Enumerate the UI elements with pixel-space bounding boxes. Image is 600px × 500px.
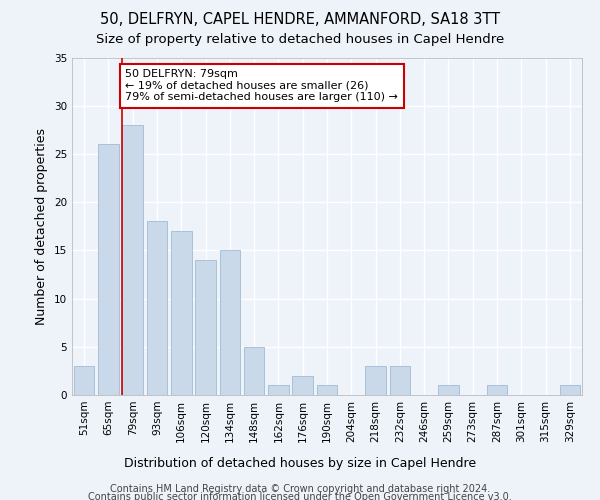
Text: Size of property relative to detached houses in Capel Hendre: Size of property relative to detached ho… [96,32,504,46]
Bar [74,366,94,395]
Bar [389,366,410,395]
Bar [560,386,580,395]
Text: Distribution of detached houses by size in Capel Hendre: Distribution of detached houses by size … [124,458,476,470]
Bar [487,386,508,395]
Text: 50 DELFRYN: 79sqm
← 19% of detached houses are smaller (26)
79% of semi-detached: 50 DELFRYN: 79sqm ← 19% of detached hous… [125,69,398,102]
Text: 50, DELFRYN, CAPEL HENDRE, AMMANFORD, SA18 3TT: 50, DELFRYN, CAPEL HENDRE, AMMANFORD, SA… [100,12,500,28]
Bar [365,366,386,395]
Bar [195,260,216,395]
Bar [171,231,191,395]
Bar [122,125,143,395]
Bar [146,222,167,395]
Bar [292,376,313,395]
Y-axis label: Number of detached properties: Number of detached properties [35,128,49,325]
Text: Contains HM Land Registry data © Crown copyright and database right 2024.: Contains HM Land Registry data © Crown c… [110,484,490,494]
Bar [98,144,119,395]
Bar [268,386,289,395]
Text: Contains public sector information licensed under the Open Government Licence v3: Contains public sector information licen… [88,492,512,500]
Bar [220,250,240,395]
Bar [244,347,265,395]
Bar [317,386,337,395]
Bar [438,386,459,395]
